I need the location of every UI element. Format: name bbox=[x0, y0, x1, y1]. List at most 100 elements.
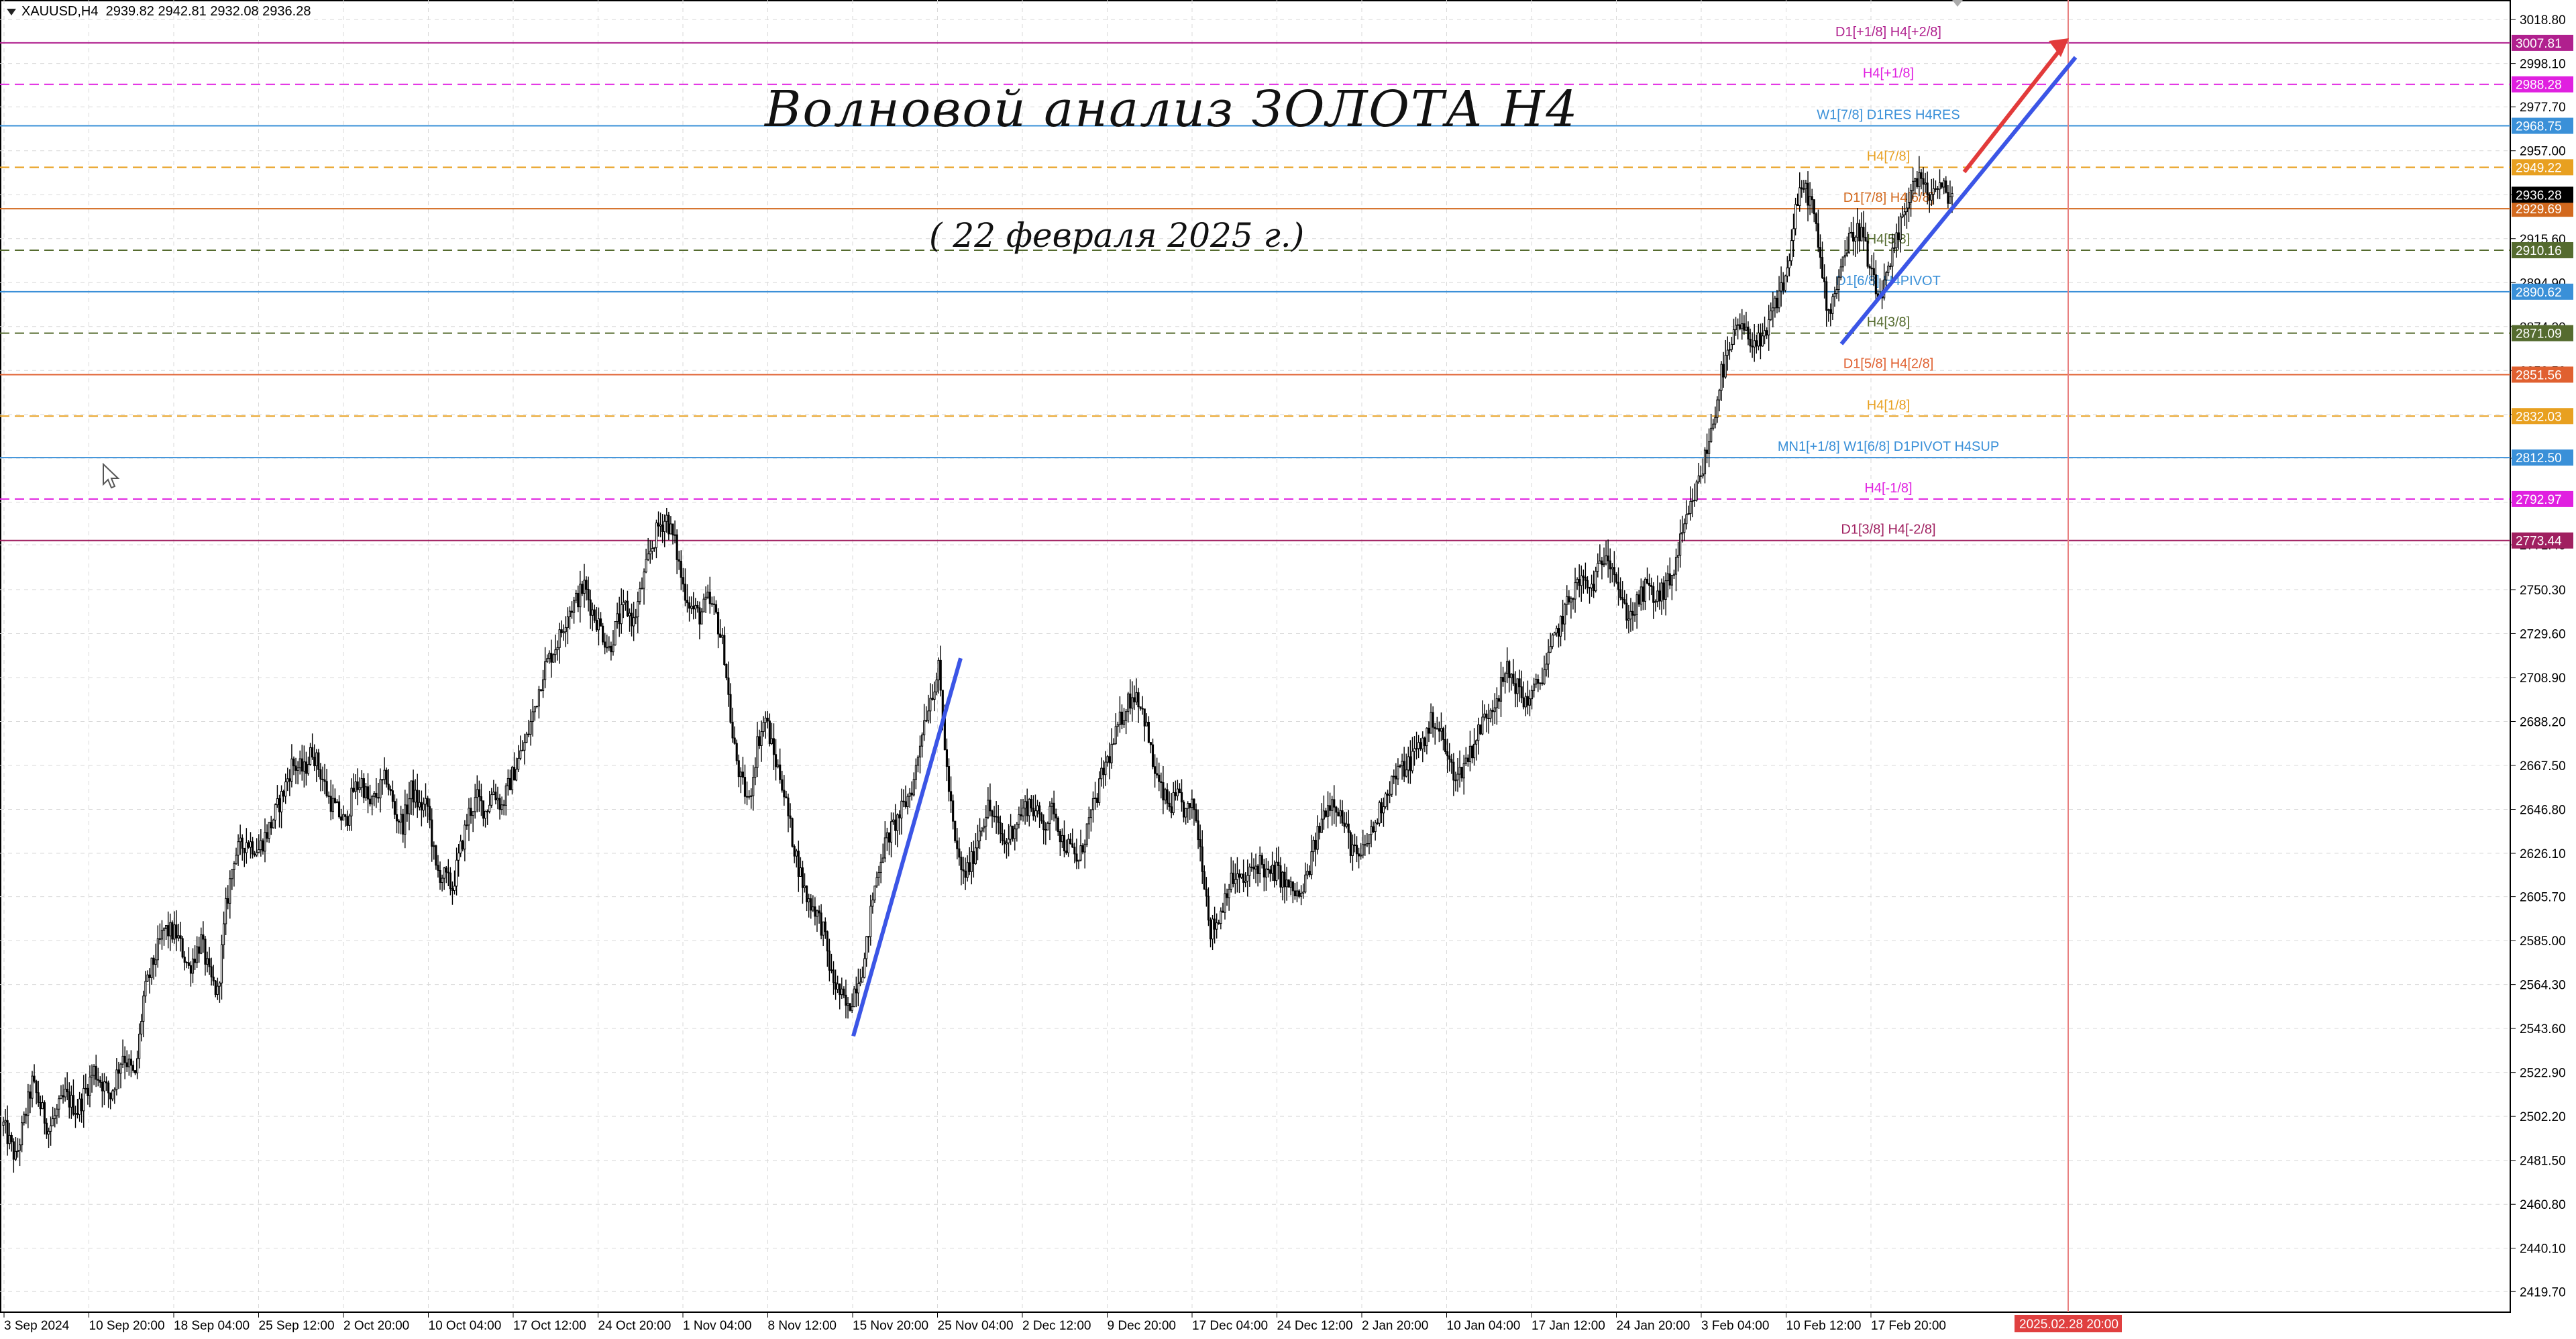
candle-body bbox=[494, 792, 497, 800]
candle-body bbox=[820, 912, 822, 936]
candle-body bbox=[1734, 325, 1737, 330]
candle-body bbox=[398, 820, 400, 823]
candle-body bbox=[873, 886, 876, 901]
candle-body bbox=[254, 853, 256, 856]
candle-body bbox=[1491, 710, 1494, 712]
candle-body bbox=[243, 848, 246, 853]
candle-body bbox=[1236, 873, 1238, 880]
candle-body bbox=[231, 869, 233, 879]
candle-body bbox=[1329, 805, 1332, 811]
candle-body bbox=[225, 898, 227, 924]
candle-body bbox=[1664, 580, 1667, 600]
candle-body bbox=[80, 1098, 83, 1112]
candle-body bbox=[1271, 865, 1274, 874]
candle-body bbox=[793, 846, 796, 857]
candle-body bbox=[1063, 835, 1066, 852]
candle-body bbox=[614, 621, 616, 645]
candle-body bbox=[964, 870, 967, 878]
candle-body bbox=[85, 1087, 87, 1089]
candle-body bbox=[837, 983, 839, 990]
candle-body bbox=[1071, 843, 1074, 848]
candle-body bbox=[1914, 178, 1917, 182]
candle-body bbox=[133, 1070, 137, 1073]
candle-body bbox=[301, 758, 303, 772]
candle-body bbox=[916, 757, 920, 766]
candle-body bbox=[1083, 843, 1086, 853]
candle-body bbox=[1230, 872, 1232, 890]
candle-body bbox=[1100, 767, 1103, 780]
candle-body bbox=[1028, 799, 1030, 816]
candle-body bbox=[1026, 801, 1028, 816]
candle-body bbox=[1454, 780, 1457, 782]
candle-body bbox=[1049, 806, 1051, 824]
candle-body bbox=[1629, 610, 1632, 620]
level-price-tag bbox=[2512, 117, 2573, 134]
candle-body bbox=[111, 1090, 114, 1100]
candle-body bbox=[412, 780, 415, 803]
candle-body bbox=[1493, 707, 1496, 712]
candle-body bbox=[1833, 293, 1836, 297]
candle-body bbox=[1761, 335, 1764, 347]
candle-body bbox=[783, 790, 786, 798]
candle-body bbox=[196, 946, 199, 963]
candle-body bbox=[700, 611, 703, 625]
candle-body bbox=[410, 780, 413, 800]
candle-body bbox=[460, 841, 462, 854]
candle-body bbox=[983, 825, 985, 828]
candle-body bbox=[960, 857, 963, 871]
y-tick-label: 2543.60 bbox=[2520, 1022, 2566, 1036]
candle-body bbox=[1501, 677, 1505, 682]
candle-body bbox=[16, 1150, 19, 1152]
candle-body bbox=[223, 923, 225, 945]
candle-body bbox=[1941, 182, 1943, 188]
candle-body bbox=[976, 841, 979, 849]
candle-body bbox=[274, 804, 276, 820]
candle-body bbox=[694, 604, 697, 610]
candle-body bbox=[472, 811, 474, 816]
candle-body bbox=[1353, 845, 1356, 847]
candle-body bbox=[1770, 310, 1772, 320]
candle-body bbox=[511, 767, 514, 790]
candle-body bbox=[661, 524, 664, 532]
candle-body bbox=[918, 745, 922, 758]
candle-body bbox=[795, 851, 798, 857]
candle-body bbox=[383, 769, 386, 780]
candle-body bbox=[1183, 802, 1185, 818]
candle-body bbox=[1067, 839, 1070, 853]
candle-body bbox=[1901, 214, 1904, 217]
candle-body bbox=[1446, 751, 1449, 757]
candle-body bbox=[1672, 574, 1676, 576]
candle-body bbox=[1222, 910, 1224, 913]
x-tick-label: 10 Feb 12:00 bbox=[1786, 1319, 1862, 1333]
candle-body bbox=[772, 738, 775, 755]
candle-body bbox=[1524, 696, 1527, 708]
y-tick-label: 2481.50 bbox=[2520, 1155, 2566, 1169]
candle-body bbox=[587, 588, 590, 600]
candle-body bbox=[1143, 708, 1146, 727]
candle-body bbox=[431, 819, 433, 847]
collapse-triangle-icon[interactable] bbox=[7, 8, 16, 15]
candle-body bbox=[187, 962, 190, 966]
candle-body bbox=[717, 612, 720, 635]
candle-body bbox=[1289, 881, 1292, 888]
candle-body bbox=[1920, 172, 1923, 179]
candle-body bbox=[1293, 890, 1296, 897]
candle-body bbox=[1485, 713, 1488, 719]
candle-body bbox=[1809, 196, 1811, 206]
candle-body bbox=[290, 758, 293, 782]
candle-body bbox=[719, 633, 722, 638]
candle-body bbox=[513, 767, 516, 781]
y-tick-label: 3018.80 bbox=[2520, 13, 2566, 28]
candle-body bbox=[1819, 247, 1822, 258]
candle-body bbox=[589, 599, 592, 616]
y-tick-label: 2688.20 bbox=[2520, 715, 2566, 729]
candle-body bbox=[449, 872, 451, 890]
candle-body bbox=[276, 798, 278, 806]
candle-body bbox=[1038, 805, 1041, 814]
candle-body bbox=[420, 802, 423, 811]
level-label: D1[3/8] H4[-2/8] bbox=[1841, 523, 1935, 537]
candle-body bbox=[1545, 663, 1548, 670]
candle-body bbox=[871, 900, 874, 907]
level-price-tag-text: 2988.28 bbox=[2516, 78, 2562, 93]
